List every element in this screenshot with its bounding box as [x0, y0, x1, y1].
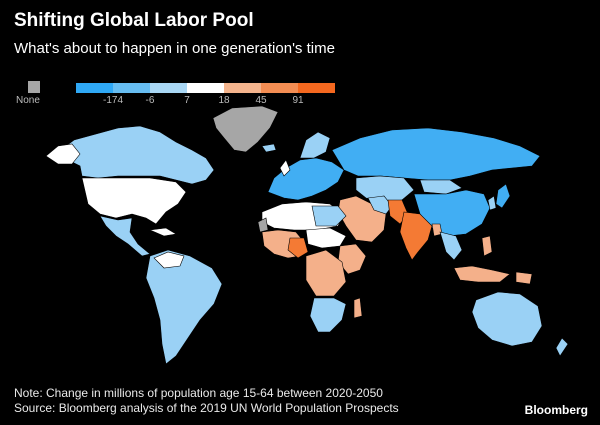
note-text: Note: Change in millions of population a… [14, 386, 383, 400]
region-western-sahara [257, 217, 269, 233]
region-canada [57, 125, 215, 185]
legend-tick-1: -174 [102, 95, 123, 106]
region-papua [515, 271, 533, 285]
region-japan [495, 183, 511, 209]
page-title: Shifting Global Labor Pool [14, 10, 254, 31]
region-central-africa [305, 249, 347, 297]
legend-tick-6: 91 [292, 95, 304, 106]
legend-none-swatch [28, 81, 40, 93]
footnote: Note: Change in millions of population a… [14, 386, 399, 416]
legend-swatch-3 [150, 83, 187, 93]
region-egypt-libya [311, 205, 347, 227]
legend-tick-4: 18 [218, 95, 230, 106]
legend-none-label: None [16, 95, 40, 106]
legend-swatch-6 [261, 83, 298, 93]
legend-tick-3: 7 [184, 95, 190, 106]
region-southern-africa [309, 297, 347, 333]
region-madagascar [353, 297, 363, 319]
subtitle: What's about to happen in one generation… [14, 40, 335, 57]
legend-swatch-2 [113, 83, 150, 93]
legend-swatch-1 [76, 83, 113, 93]
region-south-america [145, 249, 223, 365]
bloomberg-logo: Bloomberg [524, 403, 588, 417]
region-mongolia [419, 179, 463, 195]
map-legend: None -174 -6 7 18 45 91 [14, 80, 344, 108]
region-nigeria [287, 237, 309, 259]
region-uk [279, 159, 291, 177]
legend-swatch-5 [224, 83, 261, 93]
region-russia [331, 127, 541, 181]
legend-tick-2: -6 [145, 95, 155, 106]
region-scandinavia [299, 131, 331, 159]
region-india [399, 211, 433, 261]
legend-color-ramp [76, 83, 335, 93]
legend-tick-5: 45 [255, 95, 267, 106]
legend-swatch-4 [187, 83, 224, 93]
source-text: Source: Bloomberg analysis of the 2019 U… [14, 401, 399, 415]
region-usa [81, 177, 187, 225]
region-sahel [305, 227, 347, 249]
region-indonesia [453, 265, 511, 283]
region-caribbean [148, 227, 177, 237]
region-new-zealand [555, 337, 569, 357]
region-philippines [481, 235, 493, 257]
region-northern-south-america [153, 251, 185, 269]
world-map [45, 105, 569, 365]
region-europe [267, 157, 345, 201]
region-australia [471, 291, 543, 347]
region-mexico-central-america [99, 215, 151, 257]
region-greenland [212, 105, 279, 153]
region-southeast-asia [439, 231, 463, 261]
region-korea [487, 195, 497, 211]
region-iceland [261, 143, 277, 153]
legend-swatch-7 [298, 83, 335, 93]
region-alaska [45, 143, 81, 165]
